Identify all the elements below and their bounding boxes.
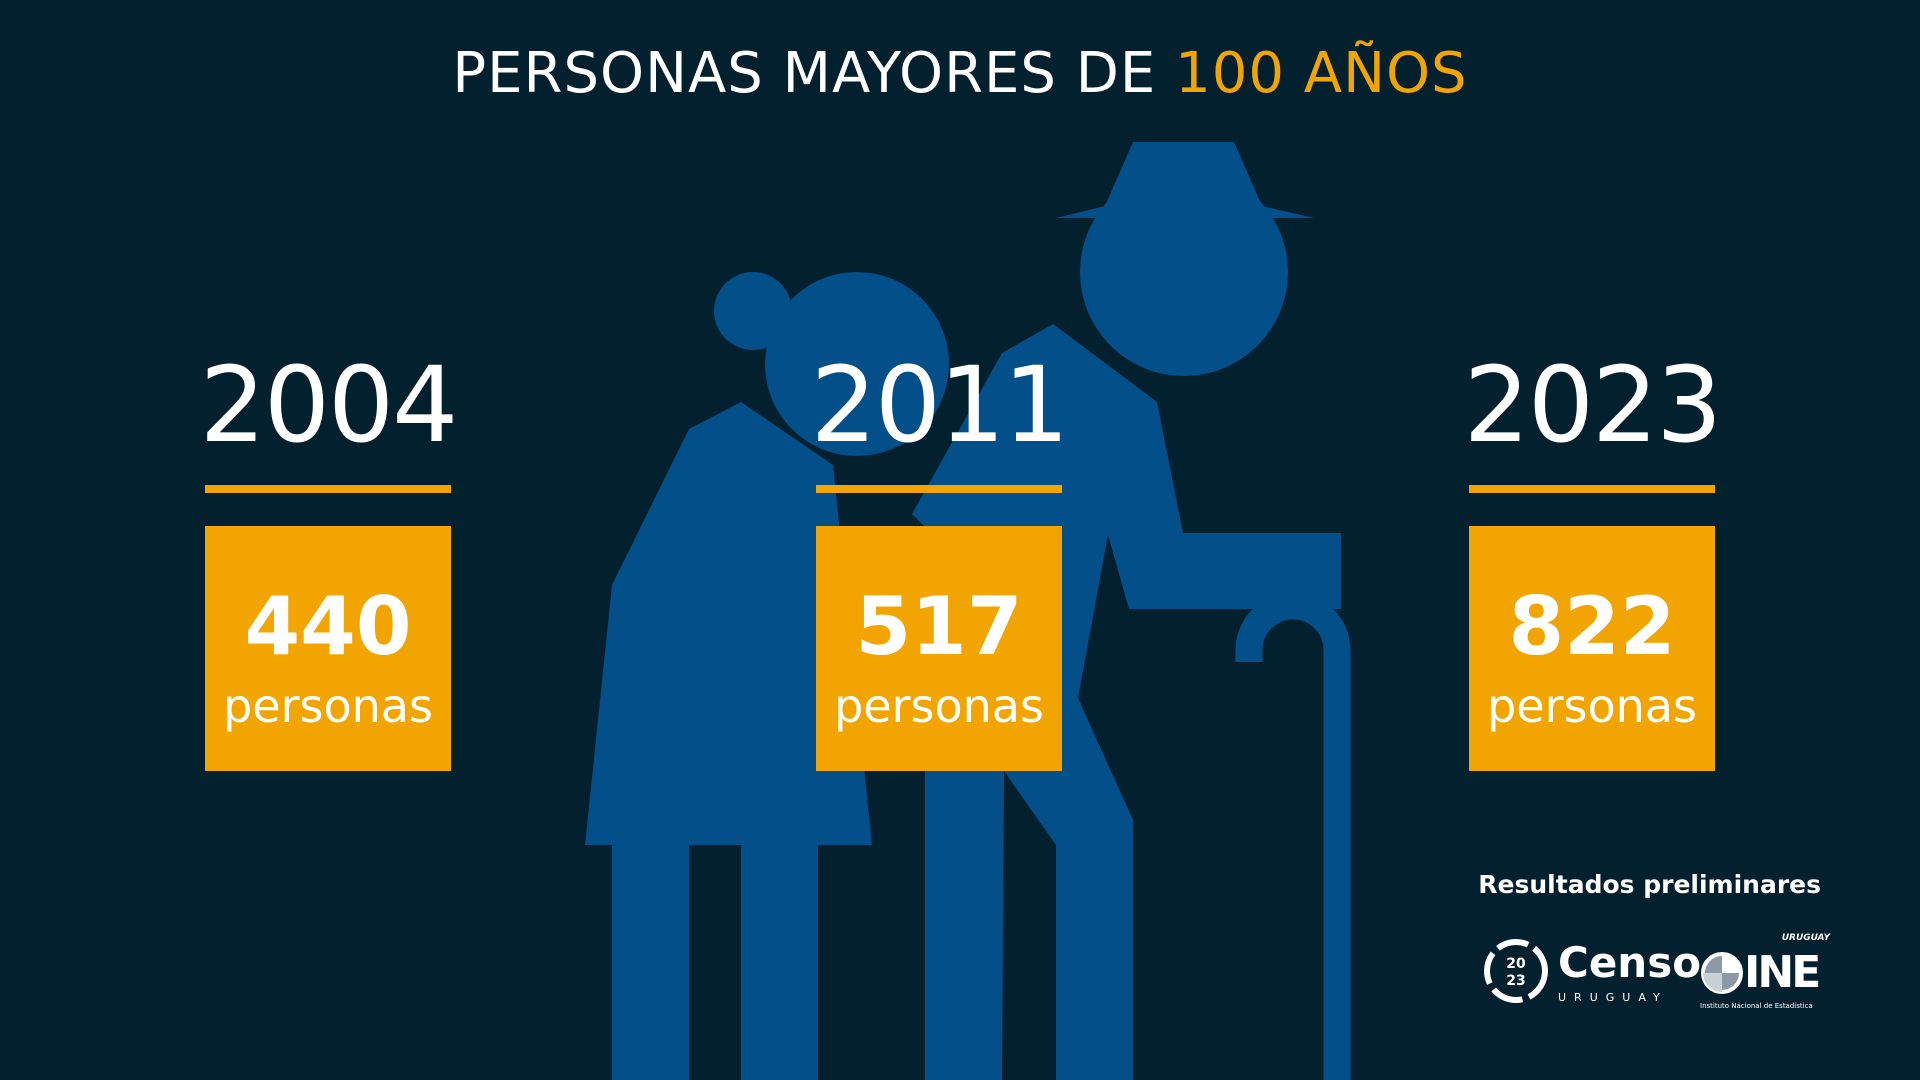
- stat-value: 440: [244, 579, 412, 673]
- stat-box: 517 personas: [816, 526, 1062, 771]
- woman-dress: [585, 402, 872, 845]
- divider: [1469, 485, 1715, 493]
- stat-unit: personas: [1487, 678, 1697, 733]
- censo-name: Censo: [1558, 938, 1702, 987]
- ine-name: Instituto Nacional de Estadística: [1700, 1002, 1813, 1010]
- stat-box: 822 personas: [1469, 526, 1715, 771]
- man-body: [912, 324, 1341, 1080]
- censo-ring-icon: 20 23: [1484, 939, 1548, 1003]
- preliminary-results-note: Resultados preliminares: [1478, 870, 1821, 899]
- stat-year: 2004: [199, 344, 459, 466]
- ine-logo: URUGUAY INE Instituto Nacional de Estadí…: [1700, 932, 1830, 1012]
- stat-year: 2011: [810, 344, 1070, 466]
- censo-number-bottom: 23: [1506, 973, 1525, 989]
- woman-leg-right: [741, 845, 818, 1080]
- stat-year: 2023: [1463, 344, 1723, 466]
- woman-leg-left: [612, 845, 689, 1080]
- page-title: PERSONAS MAYORES DE 100 AÑOS: [0, 38, 1920, 110]
- cane: [1235, 592, 1351, 1080]
- stat-unit: personas: [834, 678, 1044, 733]
- stat-unit: personas: [223, 678, 433, 733]
- stat-card-2004: 2004 440 personas: [200, 340, 458, 771]
- stat-card-2011: 2011 517 personas: [811, 340, 1069, 771]
- censo-country: URUGUAY: [1558, 991, 1668, 1004]
- ine-emblem-icon: [1701, 952, 1743, 994]
- censo-logo: 20 23 Censo URUGUAY: [1482, 936, 1701, 1006]
- stat-box: 440 personas: [205, 526, 451, 771]
- divider: [816, 485, 1062, 493]
- ine-letters: INE: [1744, 947, 1821, 998]
- stat-card-2023: 2023 822 personas: [1464, 340, 1722, 771]
- title-highlight: 100 AÑOS: [1175, 41, 1468, 106]
- ine-country: URUGUAY: [1781, 933, 1830, 943]
- title-prefix: PERSONAS MAYORES DE: [452, 41, 1176, 106]
- censo-number-top: 20: [1506, 956, 1526, 972]
- man-head: [1080, 168, 1288, 376]
- stat-value: 517: [855, 579, 1023, 673]
- divider: [205, 485, 451, 493]
- woman-head: [765, 272, 949, 456]
- stat-value: 822: [1508, 579, 1676, 673]
